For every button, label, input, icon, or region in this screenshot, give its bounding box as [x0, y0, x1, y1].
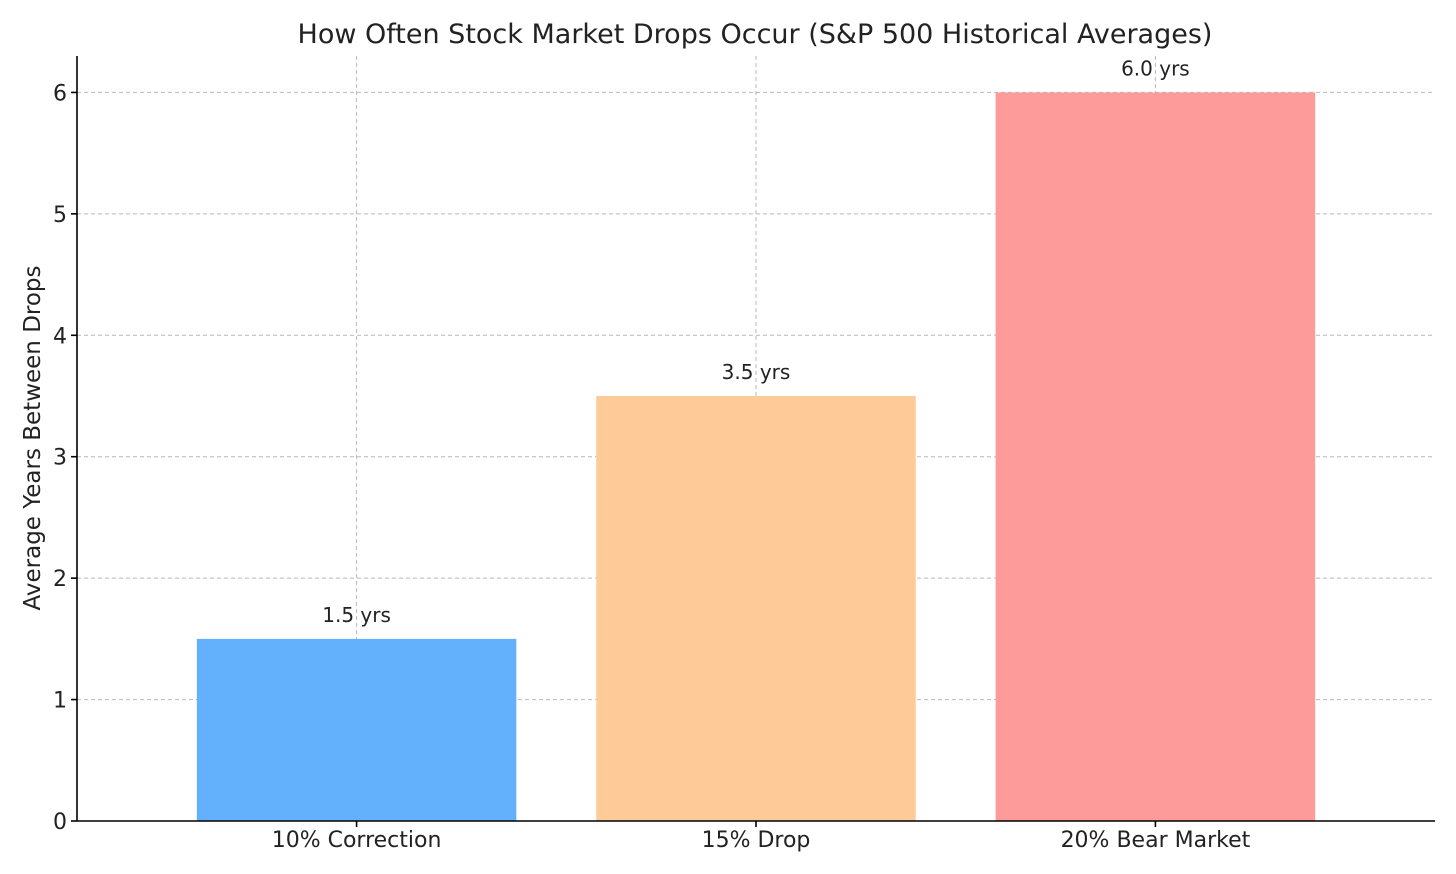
bar — [196, 638, 517, 821]
bar — [995, 92, 1316, 821]
y-axis-label: Average Years Between Drops — [20, 265, 46, 610]
chart-title: How Often Stock Market Drops Occur (S&P … — [298, 19, 1213, 50]
y-tick-label: 3 — [53, 446, 67, 471]
y-tick-label: 4 — [53, 324, 67, 349]
data-label: 3.5 yrs — [722, 360, 791, 384]
y-tick-label: 6 — [53, 81, 67, 106]
y-tick-label: 1 — [53, 689, 67, 714]
x-tick-label: 15% Drop — [702, 828, 811, 853]
x-tick-label: 10% Correction — [272, 828, 442, 853]
data-label: 6.0 yrs — [1121, 56, 1190, 80]
y-tick-label: 2 — [53, 567, 67, 592]
y-tick-label: 5 — [53, 203, 67, 228]
x-tick-label: 20% Bear Market — [1061, 828, 1251, 853]
bar — [596, 396, 916, 821]
bars — [196, 92, 1316, 821]
y-tick-label: 0 — [53, 810, 67, 835]
data-label: 1.5 yrs — [322, 603, 391, 627]
axes — [71, 56, 1435, 827]
labels: 0 1 2 3 4 5 6 10% Correction 1.5 yrs 15% Drop 3.5 … — [53, 56, 1251, 853]
